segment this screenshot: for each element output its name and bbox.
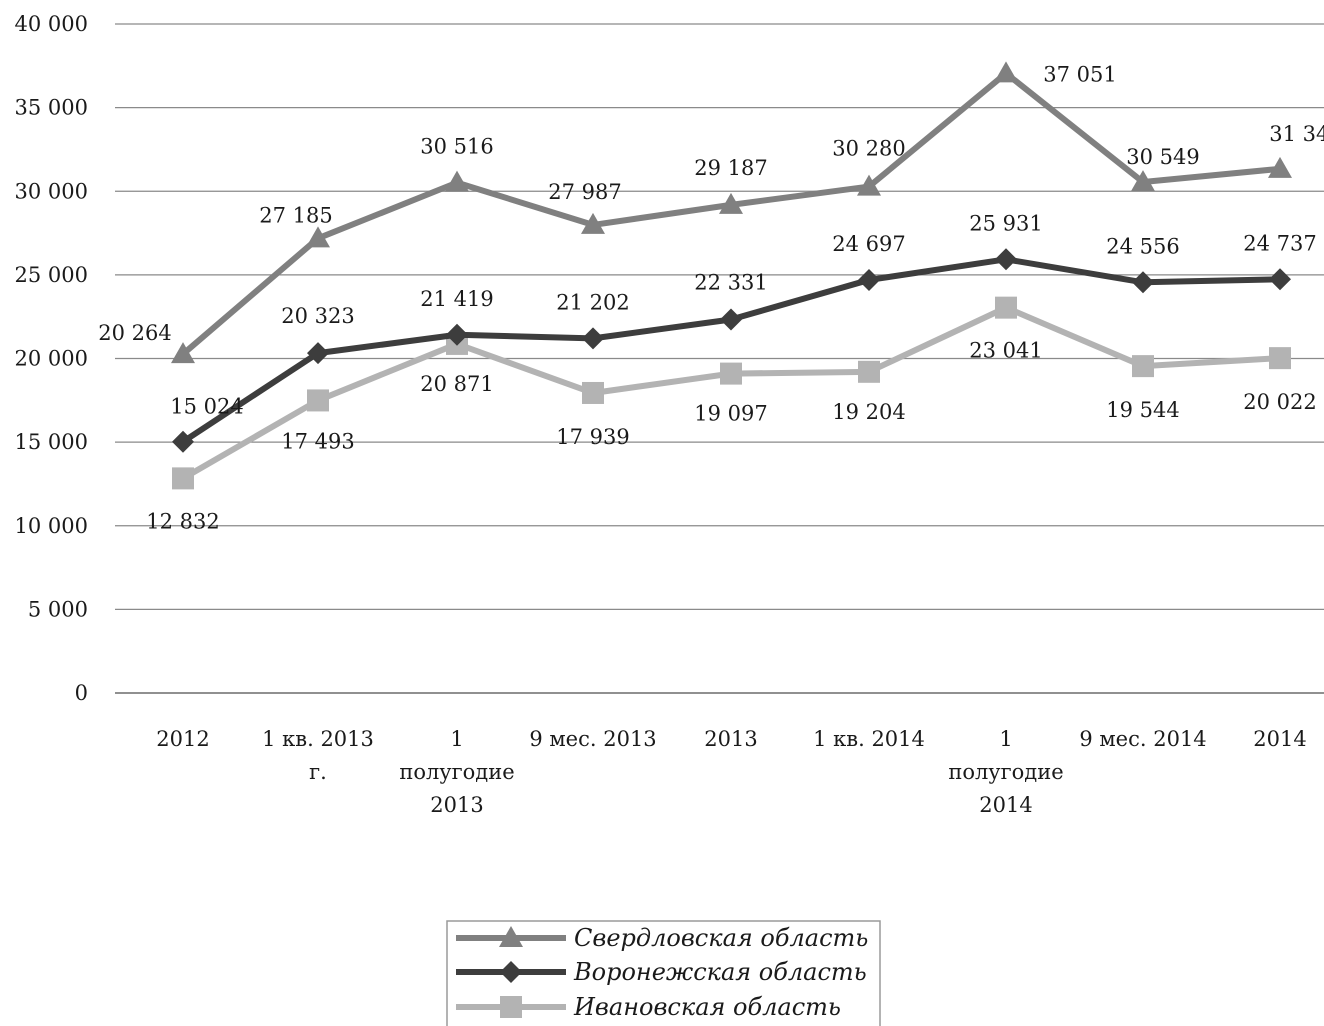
data-label: 37 051 <box>1043 62 1116 86</box>
legend-item: Свердловская область <box>456 924 868 952</box>
data-point-marker <box>581 212 605 234</box>
legend-item: Воронежская область <box>456 958 867 986</box>
data-label: 20 022 <box>1243 390 1316 414</box>
data-label: 19 204 <box>832 400 905 424</box>
data-point-marker <box>1131 170 1155 192</box>
data-label: 23 041 <box>969 339 1042 363</box>
data-label: 20 323 <box>281 304 354 328</box>
data-point-marker <box>994 61 1018 83</box>
data-point-marker <box>445 170 469 192</box>
data-point-marker <box>307 389 329 412</box>
legend-item: Ивановская область <box>456 993 841 1021</box>
data-label: 19 544 <box>1106 398 1179 422</box>
data-point-marker <box>995 296 1017 319</box>
data-point-marker <box>858 268 880 291</box>
y-tick-label: 0 <box>75 681 88 705</box>
data-point-marker <box>500 996 522 1018</box>
x-axis-ticks: 2012 1 кв. 2013 г. 1 полугодие 2013 9 мес. 201… <box>156 727 1306 817</box>
y-tick-label: 35 000 <box>15 96 88 120</box>
data-point-marker <box>307 342 329 365</box>
data-label: 24 556 <box>1106 234 1179 258</box>
x-tick-label: 1 полугодие 2014 <box>948 727 1063 817</box>
data-label: 25 931 <box>969 211 1042 235</box>
data-label: 22 331 <box>694 271 767 295</box>
x-tick-label: 2012 <box>156 727 209 751</box>
x-tick-label: 1 кв. 2014 <box>813 727 925 751</box>
data-point-marker <box>720 308 742 331</box>
data-label: 30 549 <box>1126 145 1199 169</box>
data-label: 30 516 <box>420 135 493 159</box>
x-tick-label: 1 полугодие 2013 <box>399 727 514 817</box>
data-label: 20 264 <box>98 321 171 345</box>
y-tick-label: 10 000 <box>15 514 88 538</box>
y-tick-label: 30 000 <box>15 179 88 203</box>
data-label: 15 024 <box>170 395 243 419</box>
data-point-marker <box>1269 347 1291 370</box>
data-label: 21 419 <box>420 287 493 311</box>
legend-label: Воронежская область <box>573 958 867 986</box>
x-tick-label: 9 мес. 2014 <box>1079 727 1206 751</box>
x-tick-label: 2014 <box>1253 727 1306 751</box>
data-label: 24 737 <box>1243 231 1316 255</box>
data-point-marker <box>1269 268 1291 291</box>
data-label: 19 097 <box>694 402 767 426</box>
data-label: 20 871 <box>420 372 493 396</box>
data-point-marker <box>1268 156 1292 178</box>
grid-lines <box>115 23 1324 694</box>
legend-label: Свердловская область <box>574 924 868 952</box>
data-label: 31 341 <box>1269 122 1324 146</box>
data-point-marker <box>499 926 523 947</box>
y-tick-label: 25 000 <box>15 263 88 287</box>
data-point-marker <box>171 342 195 364</box>
data-label: 17 493 <box>281 429 354 453</box>
data-point-marker <box>500 961 522 983</box>
data-label: 21 202 <box>556 290 629 314</box>
data-label: 30 280 <box>832 137 905 161</box>
y-tick-label: 20 000 <box>15 347 88 371</box>
data-point-marker <box>995 248 1017 271</box>
series-diamond <box>172 248 1291 453</box>
legend-label: Ивановская область <box>573 993 841 1021</box>
y-axis-ticks: 0 5 000 10 000 15 000 20 000 25 000 30 000 35 0… <box>15 12 88 705</box>
data-point-marker <box>172 430 194 453</box>
data-point-marker <box>720 362 742 385</box>
data-point-marker <box>857 174 881 196</box>
y-tick-label: 15 000 <box>15 430 88 454</box>
data-label: 27 185 <box>259 203 332 227</box>
data-label: 24 697 <box>832 232 905 256</box>
series-group <box>171 61 1292 490</box>
data-label: 17 939 <box>556 425 629 449</box>
data-label: 29 187 <box>694 156 767 180</box>
data-point-marker <box>172 467 194 490</box>
data-point-marker <box>446 323 468 346</box>
data-point-marker <box>1132 355 1154 378</box>
legend: Свердловская область Воронежская область И… <box>446 920 881 1026</box>
x-tick-label: 1 кв. 2013 г. <box>262 727 374 784</box>
y-tick-label: 40 000 <box>15 12 88 36</box>
series-triangle <box>171 61 1292 364</box>
data-point-marker <box>719 192 743 214</box>
data-point-marker <box>1132 271 1154 294</box>
data-point-marker <box>858 360 880 383</box>
data-point-marker <box>306 226 330 248</box>
x-tick-label: 2013 <box>704 727 757 751</box>
x-tick-label: 9 мес. 2013 <box>529 727 656 751</box>
data-label: 12 832 <box>146 509 219 533</box>
data-point-marker <box>582 381 604 404</box>
data-labels: 20 264 27 185 30 516 27 987 29 187 30 280 37 0… <box>98 62 1324 533</box>
y-tick-label: 5 000 <box>28 597 88 621</box>
data-point-marker <box>582 327 604 350</box>
data-label: 27 987 <box>548 180 621 204</box>
